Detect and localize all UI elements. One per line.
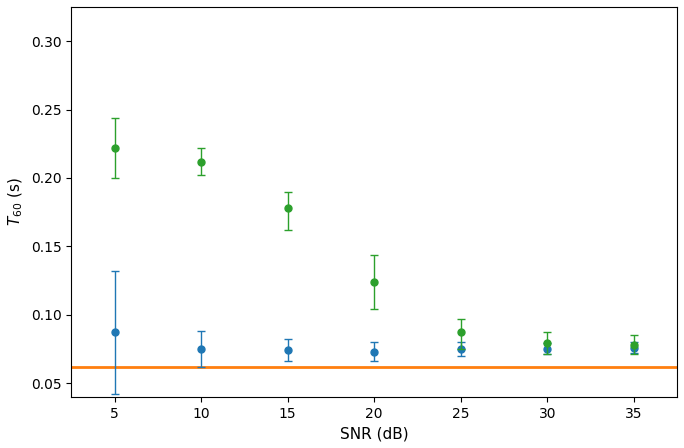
- Y-axis label: $T_{60}$ (s): $T_{60}$ (s): [7, 177, 25, 226]
- X-axis label: SNR (dB): SNR (dB): [340, 426, 408, 441]
